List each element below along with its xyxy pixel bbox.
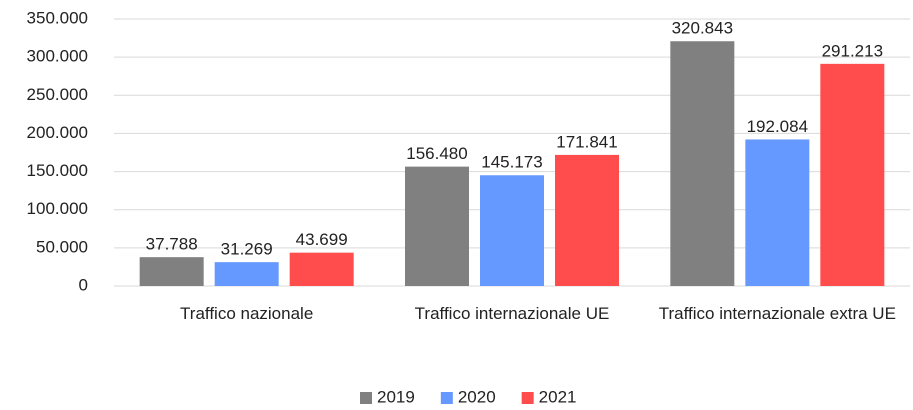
data-label: 37.788 <box>146 235 198 254</box>
legend-swatch <box>521 392 534 404</box>
bar <box>555 154 619 286</box>
x-tick-label: Traffico nazionale <box>180 304 314 323</box>
data-label: 192.084 <box>747 117 808 136</box>
data-label: 156.480 <box>406 144 467 163</box>
legend-label: 2020 <box>458 387 496 406</box>
bar <box>405 166 469 286</box>
y-tick-label: 200.000 <box>27 123 88 142</box>
y-tick-label: 100.000 <box>27 199 88 218</box>
data-label: 291.213 <box>822 41 883 60</box>
y-tick-label: 50.000 <box>36 237 88 256</box>
data-label: 171.841 <box>556 132 617 151</box>
legend-swatch <box>360 392 372 404</box>
bar <box>289 252 354 286</box>
bar <box>480 175 544 286</box>
legend-label: 2021 <box>539 387 577 406</box>
bar <box>745 139 810 286</box>
y-tick-label: 0 <box>79 275 88 294</box>
y-tick-label: 350.000 <box>27 8 88 27</box>
bar <box>670 41 735 286</box>
data-label: 320.843 <box>672 19 733 38</box>
bar <box>214 262 279 286</box>
y-tick-label: 250.000 <box>27 85 88 104</box>
legend-swatch <box>440 392 453 404</box>
x-tick-label: Traffico internazionale UE <box>414 304 610 323</box>
legend-label: 2019 <box>377 387 415 406</box>
y-tick-label: 150.000 <box>27 161 88 180</box>
bar <box>820 63 885 286</box>
data-label: 43.699 <box>296 230 348 249</box>
y-tick-label: 300.000 <box>27 47 88 66</box>
bar <box>139 257 204 286</box>
data-label: 145.173 <box>481 153 542 172</box>
data-label: 31.269 <box>221 240 273 259</box>
x-tick-label: Traffico internazionale extra UE <box>658 304 896 323</box>
